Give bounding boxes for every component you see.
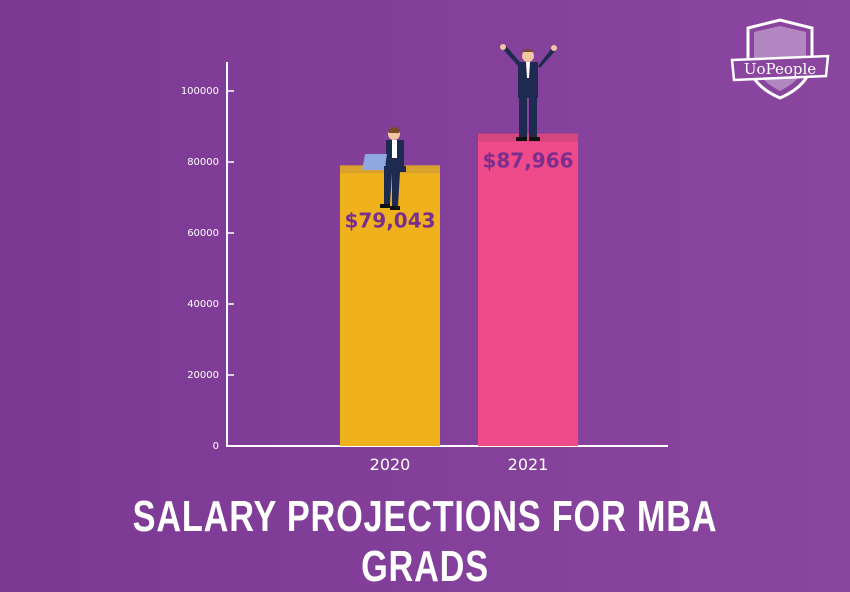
bar-top-band (478, 133, 578, 142)
cheering-person-illustration (500, 44, 557, 141)
y-tick-label: 100000 (181, 86, 219, 97)
data-label: $79,043 (344, 208, 435, 232)
uopeople-logo: UoPeople (730, 18, 830, 100)
bar-2020 (340, 165, 440, 447)
chart-title: SALARY PROJECTIONS FOR MBA GRADS (132, 492, 718, 591)
y-tick-label: 40000 (187, 299, 219, 310)
svg-text:UoPeople: UoPeople (744, 60, 816, 78)
x-tick-label: 2021 (508, 455, 549, 474)
bar-chart: 0 20000 40000 60000 80000 100000 $79,043 2020 $8… (181, 44, 578, 474)
y-tick-label: 20000 (187, 370, 219, 381)
data-label: $87,966 (482, 149, 573, 173)
y-tick-label: 0 (213, 441, 219, 452)
sitting-person-illustration (362, 127, 406, 210)
y-tick-label: 60000 (187, 228, 219, 239)
x-tick-label: 2020 (370, 455, 411, 474)
y-tick-label: 80000 (187, 157, 219, 168)
bar-2021 (478, 133, 578, 446)
